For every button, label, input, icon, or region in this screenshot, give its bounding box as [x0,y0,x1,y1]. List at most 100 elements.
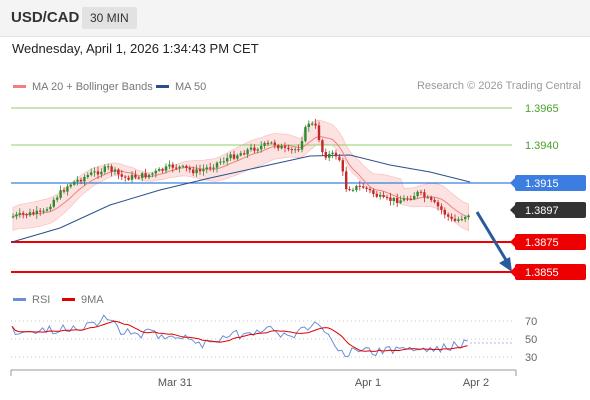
timeframe-button[interactable]: 30 MIN [82,7,137,29]
candle-body [396,198,399,203]
candle-body [147,174,151,178]
candle-body [161,168,164,171]
candle-body [314,123,317,126]
candle-body [375,194,378,197]
candlesticks [11,118,470,223]
ma20-swatch [13,84,26,88]
candle-body [168,164,171,167]
level-label-1-3965: 1.3965 [525,103,559,115]
ma20-legend-label: MA 20 + Bollinger Bands [32,81,153,93]
ma20-line [12,136,469,218]
candle-body [372,190,375,194]
candle-body [457,219,460,221]
candle-body [256,149,259,151]
candle-body [124,176,127,178]
candle-body [110,166,113,172]
candle-body [141,173,144,179]
candle-body [113,169,117,172]
candle-body [171,164,174,168]
candle-body [399,200,402,203]
candle-body [311,123,314,125]
candle-body [382,195,385,197]
candle-body [385,197,389,198]
level-label-1-3855: 1.3855 [525,267,559,279]
candle-body [341,160,344,172]
candle-body [331,152,334,154]
candle-body [90,172,93,175]
candle-body [154,170,157,174]
candle-body [273,142,276,146]
candle-body [392,198,395,201]
candle-body [32,212,35,214]
ma50-line [11,154,471,243]
rsi-9ma-line [11,320,468,352]
rsi-9ma-swatch [62,297,75,301]
candle-body [321,140,324,153]
candle-body [348,189,351,191]
candle-body [467,215,470,217]
candle-body [83,176,86,182]
candle-body [300,141,304,150]
candle-body [345,171,348,190]
candle-body [379,195,382,197]
candle-body [198,169,202,172]
candle-body [419,191,423,193]
main-legend-item-ma20: MA 20 + Bollinger Bands [13,80,153,94]
candle-body [96,171,100,175]
timestamp: Wednesday, April 1, 2026 1:34:43 PM CET [12,41,259,56]
candle-body [137,177,140,179]
candle-body [423,192,426,198]
candle-body [243,153,246,155]
candle-body [266,142,270,144]
candle-body [25,214,28,216]
candle-body [28,212,32,216]
candle-body [86,175,89,177]
level-label-1-3875: 1.3875 [525,237,559,249]
candle-body [175,167,178,169]
rsi-9ma-legend-label: 9MA [81,294,104,306]
candle-body [232,154,236,159]
candle-body [79,179,83,182]
candle-body [338,156,341,161]
candle-body [402,198,406,201]
candle-body [107,166,110,168]
candle-body [229,154,232,159]
candle-body [195,169,198,174]
candle-body [192,169,195,174]
bollinger-band [12,119,469,232]
ma50-legend-label: MA 50 [175,81,207,93]
rsi-legend-item-rsi: RSI [13,293,50,307]
copyright: Research © 2026 Trading Central [416,80,581,92]
candle-body [164,166,168,171]
candle-body [202,169,205,172]
level-label-1-3915: 1.3915 [525,178,559,190]
candle-body [127,177,130,180]
level-tag-pointer-1-3915 [510,177,516,189]
candle-body [287,147,290,150]
candle-body [280,146,283,149]
candle-body [188,168,191,170]
candle-body [253,147,256,151]
candle-body [294,149,297,151]
ma50-swatch [156,84,169,88]
candle-body [283,146,287,148]
candle-body [130,174,134,180]
candle-body [181,165,185,167]
candle-body [215,162,219,168]
candle-body [389,197,392,201]
candle-body [73,181,76,185]
x-axis-label-apr2: Apr 2 [463,377,489,389]
candle-body [246,149,249,155]
candle-body [328,154,331,158]
candle-body [249,147,253,150]
rsi-swatch [13,297,26,301]
candle-body [236,155,239,159]
candle-body [443,209,446,215]
candle-body [317,125,321,141]
candle-body [409,198,412,200]
candle-body [219,161,222,163]
level-tag-pointer-1-3875 [510,236,516,248]
candle-body [307,123,310,127]
x-axis-label-mar31: Mar 31 [158,377,192,389]
